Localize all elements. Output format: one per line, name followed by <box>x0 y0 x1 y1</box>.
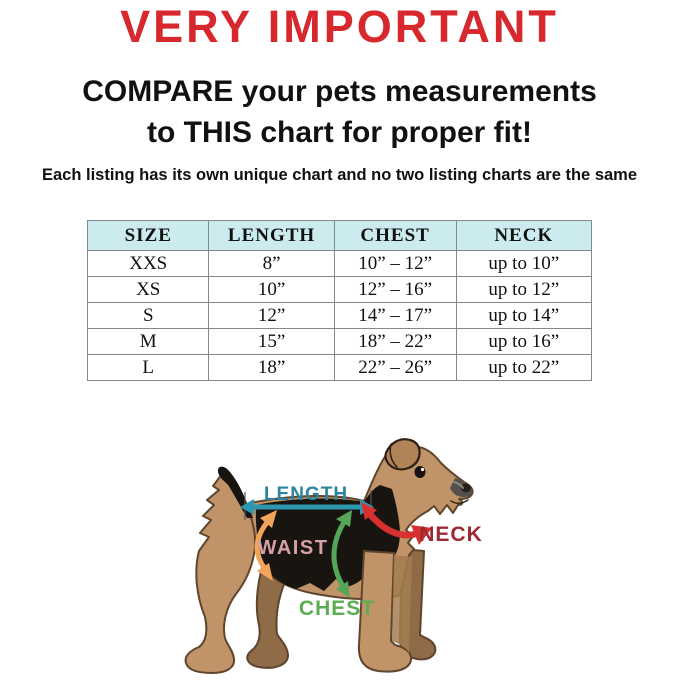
length-arrowhead-left <box>240 499 254 515</box>
measurement-diagram: LENGTH WAIST CHEST NECK <box>0 417 679 683</box>
waist-arrow <box>254 518 271 572</box>
waist-arrowheads <box>257 510 277 581</box>
dog-eye-glint <box>420 467 425 472</box>
table-row: S 12” 14” – 17” up to 14” <box>86 302 593 329</box>
table-row: M 15” 18” – 22” up to 16” <box>86 328 593 355</box>
waist-label: WAIST <box>258 537 329 559</box>
unique-chart-note: Each listing has its own unique chart an… <box>41 166 638 184</box>
column-header-length: LENGTH <box>208 220 335 251</box>
size-cell: S <box>86 302 210 329</box>
chest-cell: 22” – 26” <box>333 354 457 381</box>
chest-arrowhead-top <box>336 510 352 527</box>
dog-nose-shading <box>453 481 464 489</box>
chest-arrowhead-bottom <box>336 581 350 598</box>
column-header-size: SIZE <box>86 220 210 251</box>
neck-arrowhead-right <box>411 525 432 545</box>
chest-cell: 18” – 22” <box>333 328 457 355</box>
chest-arrow <box>331 517 349 590</box>
dog-eye <box>414 466 426 478</box>
size-cell: L <box>86 354 210 381</box>
dog-mouth <box>450 499 469 505</box>
dog-ear-fold <box>389 443 398 468</box>
page-title: VERY IMPORTANT <box>120 1 559 52</box>
size-chart-table: SIZE LENGTH CHEST NECK XXS 8” 10” – 12” … <box>86 220 593 381</box>
length-label: LENGTH <box>264 484 348 505</box>
size-cell: XS <box>86 276 210 303</box>
neck-cell: up to 14” <box>455 302 593 329</box>
neck-cell: up to 12” <box>455 276 593 303</box>
subtitle-line-1: COMPARE your pets measurements <box>82 75 597 108</box>
chest-cell: 12” – 16” <box>333 276 457 303</box>
neck-label: NECK <box>419 523 483 546</box>
length-cell: 18” <box>208 354 335 381</box>
dog-measurement-svg: LENGTH WAIST CHEST NECK <box>184 438 483 674</box>
length-cell: 15” <box>208 328 335 355</box>
chest-cell: 14” – 17” <box>333 302 457 329</box>
chest-label: CHEST <box>299 597 375 620</box>
length-cell: 12” <box>208 302 335 329</box>
neck-cell: up to 10” <box>455 250 593 277</box>
waist-arrowhead-top <box>260 510 277 528</box>
dog-illustration <box>184 438 474 674</box>
size-chart-header-row: SIZE LENGTH CHEST NECK <box>86 220 593 251</box>
table-row: XS 10” 12” – 16” up to 12” <box>86 276 593 303</box>
subtitle-line-2: to THIS chart for proper fit! <box>147 116 532 149</box>
neck-arrowheads <box>361 502 432 545</box>
neck-arrowhead-top <box>361 502 377 520</box>
dog-front-leg-shading <box>392 555 412 653</box>
column-header-neck: NECK <box>455 220 593 251</box>
dog-nose <box>461 483 471 493</box>
length-cell: 10” <box>208 276 335 303</box>
column-header-chest: CHEST <box>333 220 457 251</box>
table-row: XXS 8” 10” – 12” up to 10” <box>86 250 593 277</box>
chest-arrowheads <box>336 510 352 598</box>
length-cell: 8” <box>208 250 335 277</box>
neck-cell: up to 22” <box>455 354 593 381</box>
size-cell: M <box>86 328 210 355</box>
table-row: L 18” 22” – 26” up to 22” <box>86 354 593 381</box>
dog-ear <box>384 438 421 471</box>
dog-near-front-leg <box>357 550 413 673</box>
waist-arrowhead-bottom <box>257 563 273 581</box>
compare-instructions: COMPARE your pets measurements to THIS c… <box>0 71 679 153</box>
dog-far-rear-leg <box>246 552 289 669</box>
chest-cell: 10” – 12” <box>333 250 457 277</box>
size-cell: XXS <box>86 250 210 277</box>
neck-cell: up to 16” <box>455 328 593 355</box>
